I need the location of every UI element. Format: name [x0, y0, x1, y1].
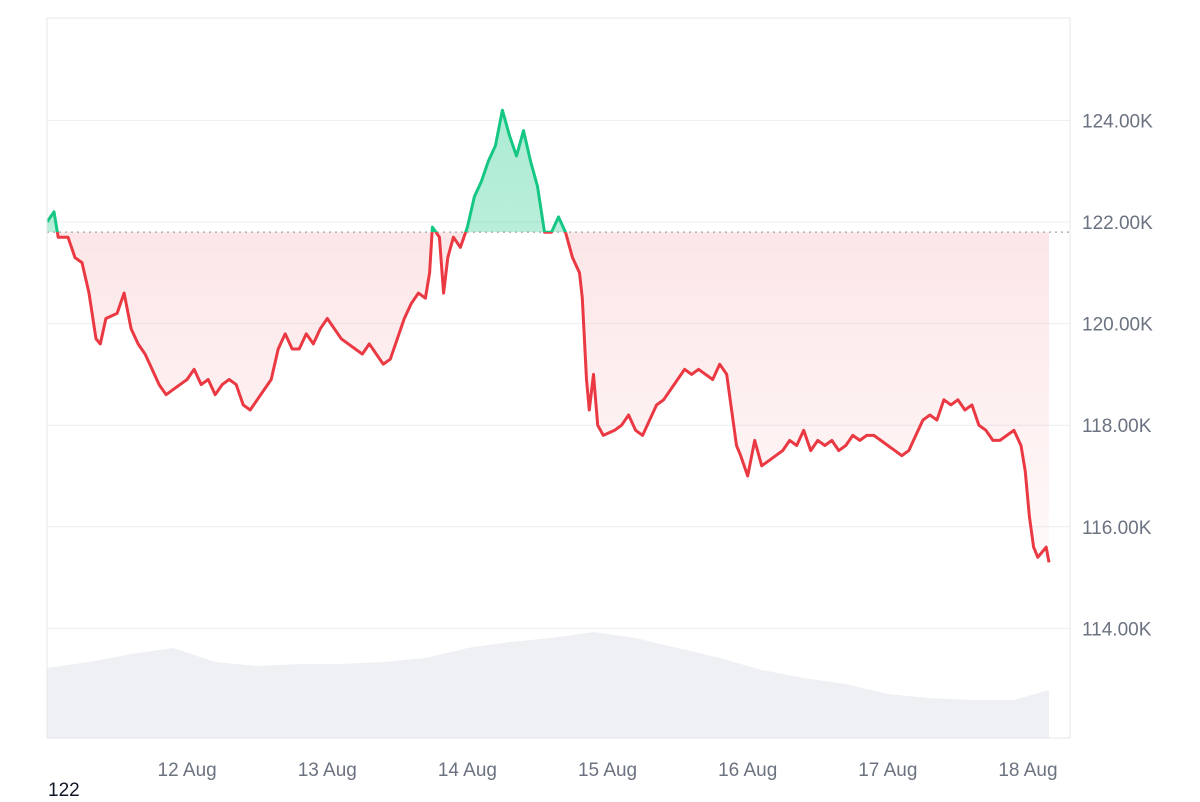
x-tick-label: 12 Aug	[158, 760, 217, 781]
x-tick-label: 16 Aug	[718, 760, 777, 781]
price-line-below[interactable]	[47, 110, 1051, 563]
x-tick-label: 17 Aug	[858, 760, 917, 781]
y-axis: 124.00K 122.00K 120.00K 118.00K 116.00K 114.0…	[1082, 111, 1153, 640]
plot-frame	[46, 17, 1071, 739]
x-tick-label: 14 Aug	[438, 760, 497, 781]
y-tick-label: 122.00K	[1082, 213, 1153, 234]
price-line[interactable]	[47, 108, 1051, 563]
x-tick-label: 18 Aug	[998, 760, 1057, 781]
fill-below-baseline	[47, 232, 1049, 563]
y-tick-label: 124.00K	[1082, 111, 1153, 132]
volume-shape	[47, 632, 1049, 738]
price-fill	[47, 110, 1049, 563]
y-tick-label: 116.00K	[1082, 518, 1152, 539]
y-tick-label: 114.00K	[1082, 619, 1152, 640]
volume-area	[47, 632, 1049, 738]
x-axis: 12 Aug 13 Aug 14 Aug 15 Aug 16 Aug 17 Aug 18 A…	[158, 760, 1058, 781]
y-tick-label: 120.00K	[1082, 315, 1153, 336]
footer-label: 122	[48, 780, 80, 801]
x-tick-label: 13 Aug	[298, 760, 357, 781]
y-tick-label: 118.00K	[1082, 416, 1152, 437]
fill-above-baseline	[47, 110, 566, 233]
x-tick-label: 15 Aug	[578, 760, 637, 781]
